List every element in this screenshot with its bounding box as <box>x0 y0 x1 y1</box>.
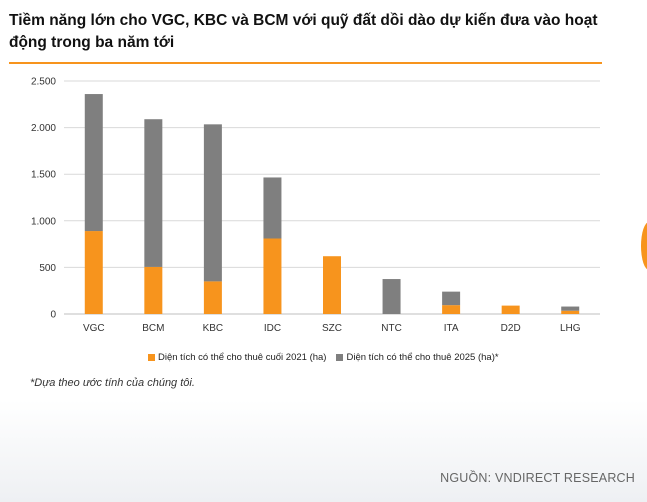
x-tick-label: NTC <box>381 323 402 334</box>
footnote: *Dựa theo ước tính của chúng tôi. <box>30 377 195 389</box>
title-divider <box>9 62 602 64</box>
bar-segment-2021 <box>84 231 103 314</box>
chart-legend: Diện tích có thể cho thuê cuối 2021 (ha)… <box>148 352 499 363</box>
bar-segment-2021 <box>144 266 163 314</box>
x-tick-label: BCM <box>142 323 164 334</box>
bar-segment-2025 <box>442 291 461 306</box>
bar-segment-2021 <box>203 281 222 314</box>
x-tick-label: LHG <box>560 323 581 334</box>
bar-segment-2025 <box>203 124 222 282</box>
x-tick-label: VGC <box>83 323 105 334</box>
background-fade <box>0 400 647 502</box>
y-tick-label: 2.500 <box>31 77 56 88</box>
legend-swatch-2021 <box>148 354 155 361</box>
x-tick-label: IDC <box>264 323 281 334</box>
bar-segment-2021 <box>501 305 520 314</box>
x-tick-label: D2D <box>501 323 521 334</box>
bar-segment-2025 <box>84 94 103 232</box>
x-tick-label: KBC <box>203 323 224 334</box>
stacked-bar-chart: 0 500 1.000 1.500 2.000 2.500 VGC BCM KBC IDC SZC N… <box>31 77 600 334</box>
bar-segment-2021 <box>561 310 580 314</box>
bar-segment-2021 <box>263 238 282 314</box>
legend-swatch-2025 <box>336 354 344 361</box>
bar-segment-2021 <box>323 256 341 314</box>
y-tick-label: 2.000 <box>31 123 56 134</box>
source-credit: NGUỒN: VNDIRECT RESEARCH <box>440 471 635 485</box>
y-tick-label: 1.000 <box>31 216 56 227</box>
y-tick-label: 1.500 <box>31 170 56 181</box>
chart-title: Tiềm năng lớn cho VGC, KBC và BCM với qu… <box>9 12 598 51</box>
legend-label-2025: Diện tích có thể cho thuê 2025 (ha)* <box>346 352 499 363</box>
y-tick-label: 500 <box>39 263 56 274</box>
edge-decoration <box>641 222 647 270</box>
x-tick-label: SZC <box>322 323 342 334</box>
bar-segment-2025 <box>144 119 163 267</box>
y-tick-label: 0 <box>50 310 56 321</box>
bar-segment-2025 <box>561 306 580 311</box>
bar-segment-2021 <box>442 305 461 314</box>
bar-segment-2025 <box>382 279 401 314</box>
bar-segment-2025 <box>263 177 282 239</box>
x-tick-label: ITA <box>444 323 459 334</box>
legend-label-2021: Diện tích có thể cho thuê cuối 2021 (ha) <box>158 352 327 363</box>
